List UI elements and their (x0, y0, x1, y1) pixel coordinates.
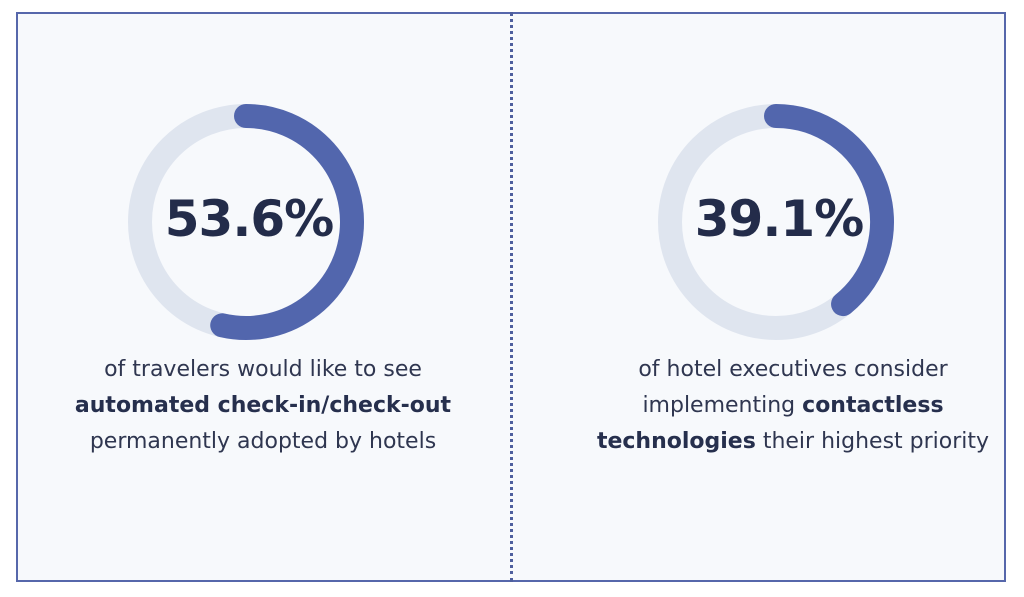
percent-value: 39.1% (694, 190, 864, 248)
caption-text-end: their highest priority (762, 429, 990, 454)
stat-panel-travelers: 53.6% of travelers would like to see aut… (16, 0, 510, 597)
donut-chart-travelers (128, 104, 364, 340)
donut-arc (210, 104, 364, 340)
stat-caption: of hotel executives consider implementin… (596, 352, 990, 460)
caption-text: of travelers would like to see (104, 357, 422, 382)
caption-highlight: contactless technologies (596, 393, 944, 454)
caption-text: of hotel executives consider implementin… (638, 357, 948, 418)
caption-highlight: automated check-in/check-out (74, 393, 452, 418)
donut-chart-executives (658, 104, 894, 340)
percent-value: 53.6% (164, 190, 334, 248)
stat-panel-executives: 39.1% of hotel executives consider imple… (512, 0, 1006, 597)
donut-arc (764, 104, 894, 317)
caption-text-end: permanently adopted by hotels (89, 429, 437, 454)
panel-divider (510, 12, 513, 582)
stat-caption: of travelers would like to see automated… (66, 352, 460, 460)
